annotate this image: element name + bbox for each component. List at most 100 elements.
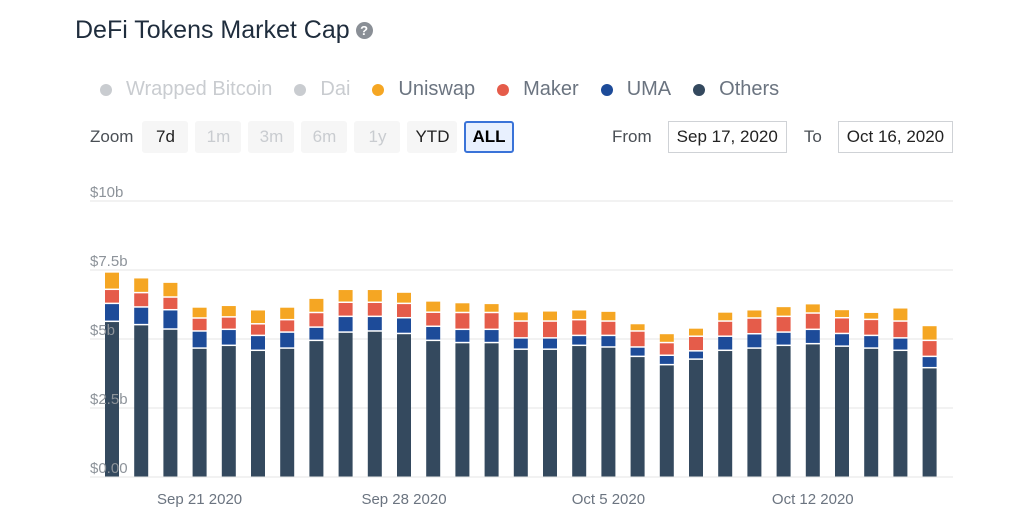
bar-maker [251, 324, 265, 335]
legend-label: Wrapped Bitcoin [126, 78, 273, 100]
bar-maker [805, 313, 820, 329]
bar-maker [835, 318, 849, 333]
bar-others [572, 346, 587, 477]
bar-maker [572, 320, 587, 335]
legend-dot-icon [600, 83, 613, 96]
bar-uma [221, 330, 236, 345]
legend-item-uniswap[interactable]: Uniswap [372, 78, 475, 101]
bar-uniswap [630, 324, 645, 331]
bar-maker [484, 313, 499, 329]
bar-maker [192, 318, 207, 331]
legend-item-others[interactable]: Others [693, 78, 779, 101]
bar-maker [163, 297, 178, 309]
bar-maker [367, 303, 382, 316]
bar-uniswap [864, 312, 879, 319]
bar-maker [776, 317, 791, 332]
x-tick-label: Sep 21 2020 [157, 491, 242, 508]
bar-others [513, 349, 528, 477]
bar-others [922, 368, 937, 477]
zoom-button-ytd[interactable]: YTD [407, 121, 458, 153]
bar-uniswap [805, 304, 820, 313]
bar-uma [455, 330, 470, 342]
bar-others [338, 332, 353, 477]
from-date-input[interactable]: Sep 17, 2020 [667, 121, 787, 153]
bar-uma [776, 332, 791, 345]
bar-maker [426, 312, 441, 326]
bar-uma [718, 336, 733, 350]
bar-uma [893, 338, 908, 350]
legend-label: Uniswap [398, 78, 476, 100]
bar-others [718, 351, 733, 477]
bar-uma [338, 317, 353, 332]
bar-others [747, 348, 762, 477]
bar-uma [280, 332, 295, 348]
bar-others [221, 346, 236, 477]
bar-uniswap [455, 303, 470, 312]
title-text: DeFi Tokens Market Cap [75, 16, 350, 44]
bar-maker [864, 320, 879, 335]
bar-uniswap [776, 307, 791, 316]
bar-uma [601, 336, 616, 347]
bar-others [280, 348, 295, 477]
bar-uma [922, 357, 937, 367]
bar-uniswap [659, 334, 674, 342]
bar-uma [105, 304, 119, 321]
bar-maker [513, 321, 528, 338]
bar-others [251, 351, 265, 477]
bar-uniswap [484, 304, 499, 312]
bar-uniswap [835, 310, 849, 317]
bar-others [776, 346, 791, 477]
bar-others [601, 347, 616, 477]
question-circle-icon[interactable]: ? [355, 22, 373, 39]
bar-others [397, 334, 411, 477]
bar-maker [659, 343, 674, 355]
legend-label: Maker [523, 78, 579, 100]
bar-maker [543, 321, 557, 338]
to-date-input[interactable]: Oct 16, 2020 [837, 121, 954, 153]
zoom-button-6m[interactable]: 6m [301, 121, 348, 153]
bar-uniswap [747, 310, 762, 318]
bar-uniswap [367, 290, 382, 302]
bar-others [309, 341, 324, 477]
chart-title: DeFi Tokens Market Cap? [75, 16, 373, 45]
bar-uma [192, 331, 207, 348]
bar-uma [367, 317, 382, 331]
bar-uniswap [134, 278, 149, 292]
zoom-button-all[interactable]: ALL [464, 121, 514, 153]
zoom-button-7d[interactable]: 7d [142, 121, 189, 153]
bar-uma [543, 338, 557, 349]
bar-uniswap [893, 308, 908, 321]
bar-others [659, 365, 674, 477]
bar-others [105, 322, 119, 477]
zoom-label: Zoom [90, 127, 134, 146]
bar-uniswap [543, 311, 557, 321]
legend-item-wrapped-bitcoin[interactable]: Wrapped Bitcoin [100, 78, 272, 101]
zoom-button-3m[interactable]: 3m [248, 121, 295, 153]
y-tick-label: $5b [90, 322, 115, 339]
bar-maker [309, 313, 324, 327]
zoom-button-1m[interactable]: 1m [195, 121, 242, 153]
bar-others [455, 343, 470, 477]
legend-label: UMA [626, 78, 672, 100]
legend-label: Dai [320, 78, 351, 100]
bar-uma [835, 334, 849, 346]
legend-dot-icon [294, 83, 307, 96]
bar-others [864, 348, 879, 477]
zoom-button-1y[interactable]: 1y [354, 121, 401, 153]
bar-others [134, 325, 149, 477]
y-tick-label: $2.5b [90, 391, 128, 408]
bar-uma [309, 327, 324, 340]
legend-item-maker[interactable]: Maker [497, 78, 579, 101]
bar-others [630, 357, 645, 477]
bar-others [543, 349, 557, 477]
bar-others [805, 344, 820, 477]
legend: Wrapped Bitcoin Dai Uniswap Maker UMA Others [100, 78, 779, 101]
bar-uma [747, 334, 762, 348]
legend-item-uma[interactable]: UMA [600, 78, 672, 101]
bar-uma [163, 310, 178, 329]
bar-uma [426, 327, 441, 340]
bar-maker [134, 293, 149, 307]
legend-item-dai[interactable]: Dai [294, 78, 350, 101]
x-tick-label: Sep 28 2020 [361, 491, 446, 508]
